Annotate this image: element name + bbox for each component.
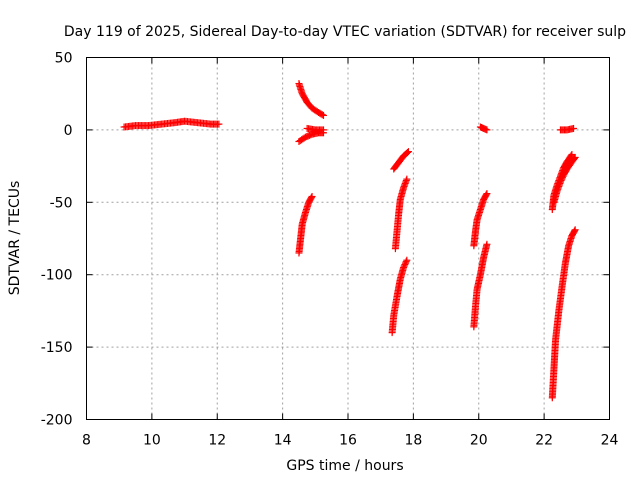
- x-tick-label: 24: [601, 433, 619, 449]
- data-point: [319, 126, 327, 134]
- chart-title: Day 119 of 2025, Sidereal Day-to-day VTE…: [64, 24, 626, 40]
- data-point: [308, 193, 316, 201]
- data-point: [483, 190, 491, 198]
- data-point: [570, 124, 578, 132]
- y-tick-label: 0: [64, 123, 73, 139]
- series-arc-17h: [388, 148, 412, 337]
- data-point: [318, 111, 326, 119]
- data-point: [483, 126, 491, 134]
- x-axis-label: GPS time / hours: [286, 458, 403, 474]
- x-tick-label: 14: [274, 433, 292, 449]
- x-tick-label: 20: [470, 433, 488, 449]
- data-point: [215, 120, 223, 128]
- y-tick-label: -150: [41, 340, 73, 356]
- y-tick-label: -200: [41, 413, 73, 429]
- series-arc-morning: [120, 117, 223, 131]
- grid-layer: [86, 57, 610, 420]
- series-arc-22h: [548, 124, 579, 402]
- data-point: [402, 258, 410, 266]
- data-point: [482, 191, 490, 199]
- data-point: [570, 154, 578, 162]
- data-marks: [120, 80, 579, 402]
- y-tick-label: -100: [41, 268, 73, 284]
- x-tick-label: 16: [339, 433, 357, 449]
- data-point: [403, 175, 411, 183]
- axis-ticks: 8 10 12 14 16 18 20 22 24 -200 -150 -100 -50 0 50: [41, 51, 619, 449]
- data-point: [404, 148, 412, 156]
- series-arc-14h: [295, 80, 327, 257]
- data-point: [403, 148, 411, 156]
- x-tick-label: 10: [143, 433, 161, 449]
- data-point: [403, 256, 411, 264]
- y-axis-label: SDTVAR / TECUs: [7, 181, 23, 296]
- data-point: [307, 194, 315, 202]
- y-tick-label: -50: [50, 195, 73, 211]
- y-tick-label: 50: [55, 51, 73, 67]
- x-tick-label: 22: [535, 433, 553, 449]
- data-point: [571, 153, 579, 161]
- data-point: [319, 111, 327, 119]
- data-point: [571, 227, 579, 235]
- data-point: [571, 226, 579, 234]
- x-tick-label: 18: [404, 433, 422, 449]
- x-tick-label: 12: [208, 433, 226, 449]
- x-tick-label: 8: [82, 433, 91, 449]
- data-point: [483, 240, 491, 248]
- series-arc-20h: [470, 123, 491, 331]
